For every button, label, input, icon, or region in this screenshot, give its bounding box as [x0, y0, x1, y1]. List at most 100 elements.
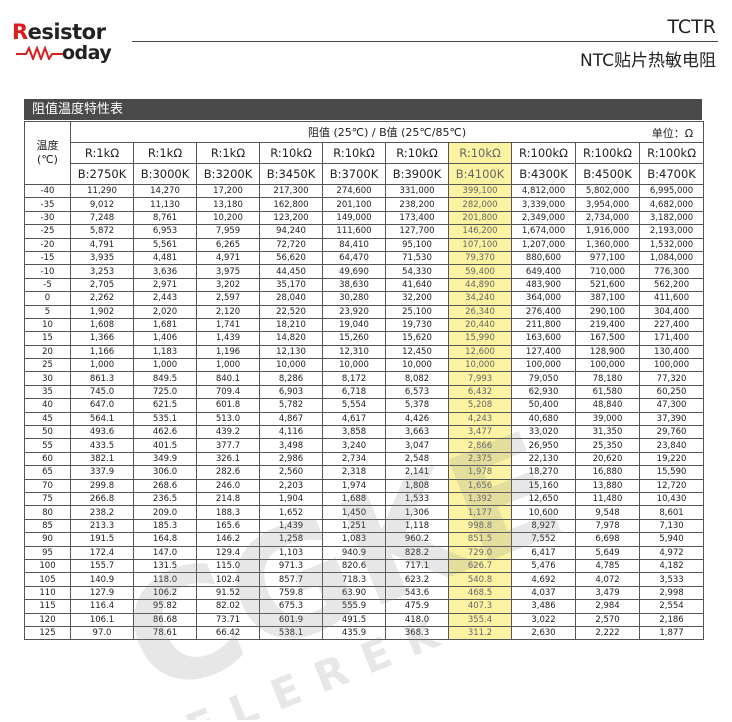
resistance-cell: 19,040	[322, 317, 386, 333]
resistance-cell: 59,400	[448, 264, 512, 279]
resistance-cell: 940.9	[322, 545, 386, 560]
resistance-cell: 163,600	[511, 331, 576, 346]
resistance-cell: 621.5	[133, 398, 197, 413]
resistance-cell: 290,100	[575, 304, 640, 319]
resistance-cell: 19,220	[638, 451, 705, 467]
resistance-cell: 3,935	[70, 250, 134, 266]
table-row: 20 1,166 1,183 1,196 12,130 12,310 12,450 12,60…	[24, 344, 705, 360]
resistance-cell: 115.0	[196, 558, 260, 574]
resistance-cell: 25,350	[575, 438, 640, 453]
resistance-cell: 33,020	[511, 425, 576, 440]
resistance-cell: 4,037	[511, 585, 576, 601]
table-row: 0 2,262 2,443 2,597 28,040 30,280 32,200 34,240…	[24, 291, 705, 306]
resistance-cell: 1,366	[70, 331, 134, 346]
resistance-cell: 100,000	[575, 358, 640, 373]
resistance-cell: 227,400	[638, 317, 705, 333]
resistance-cell: 78,180	[575, 371, 640, 386]
r-label-cell: R:100kΩ	[638, 142, 705, 164]
resistance-cell: 28,040	[259, 291, 323, 306]
temperature-cell: 10	[24, 317, 71, 333]
resistance-cell: 355.4	[448, 612, 512, 627]
resistance-cell: 1,439	[196, 331, 260, 346]
resistance-cell: 48,840	[575, 398, 640, 413]
resistance-cell: 123,200	[259, 210, 323, 226]
resistance-cell: 1,183	[133, 344, 197, 360]
resistance-cell: 63.90	[322, 585, 386, 601]
temperature-cell: 15	[24, 331, 71, 346]
resistance-cell: 1,083	[322, 532, 386, 547]
logo-line1: Resistor	[12, 20, 106, 44]
resistance-cell: 274,600	[322, 183, 386, 199]
resistance-cell: 7,978	[575, 518, 640, 534]
resistance-cell: 2,734	[322, 451, 386, 467]
resistance-cell: 10,000	[322, 358, 386, 373]
resistance-cell: 29,760	[638, 425, 705, 440]
resistance-cell: 6,953	[133, 224, 197, 239]
resistance-cell: 3,858	[322, 425, 386, 440]
resistance-cell: 1,306	[385, 505, 449, 520]
resistor-today-logo: Resistor oday	[10, 18, 130, 70]
resistance-cell: 2,375	[448, 451, 512, 467]
temperature-cell: 125	[24, 625, 71, 641]
resistance-cell: 5,208	[448, 398, 512, 413]
resistance-cell: 172.4	[70, 545, 134, 560]
temperature-cell: 85	[24, 518, 71, 534]
resistance-cell: 601.9	[259, 612, 323, 627]
resistance-cell: 439.2	[196, 425, 260, 440]
resistance-cell: 3,663	[385, 425, 449, 440]
resistance-cell: 8,082	[385, 371, 449, 386]
temperature-cell: 20	[24, 344, 71, 360]
temperature-cell: -25	[24, 224, 71, 239]
resistance-cell: 849.5	[133, 371, 197, 386]
resistance-cell: 2,120	[196, 304, 260, 319]
resistance-cell: 185.3	[133, 518, 197, 534]
temperature-cell: 100	[24, 558, 71, 574]
resistance-cell: 1,656	[448, 478, 512, 493]
resistance-cell: 282.6	[196, 465, 260, 480]
resistance-cell: 1,916,000	[575, 224, 640, 239]
brand-title: TCTR	[667, 16, 716, 38]
b-label-cell: B:4100K	[448, 163, 512, 185]
resistance-cell: 60,250	[638, 384, 705, 400]
resistance-cell: 7,959	[196, 224, 260, 239]
resistance-cell: 4,617	[322, 411, 386, 427]
temperature-cell: -30	[24, 210, 71, 226]
resistance-cell: 647.0	[70, 398, 134, 413]
table-row: -25 5,872 6,953 7,959 94,240 111,600 127,700 14…	[24, 224, 705, 239]
resistance-cell: 3,636	[133, 264, 197, 279]
resistance-cell: 30,280	[322, 291, 386, 306]
resistance-cell: 745.0	[70, 384, 134, 400]
resistance-cell: 129.4	[196, 545, 260, 560]
temperature-cell: 95	[24, 545, 71, 560]
r-label-cell: R:10kΩ	[385, 142, 449, 164]
resistance-cell: 1,103	[259, 545, 323, 560]
table-row: 90 191.5 164.8 146.2 1,258 1,083 960.2 851.5 7,5…	[24, 532, 705, 547]
resistance-cell: 15,990	[448, 331, 512, 346]
resistance-cell: 167,500	[575, 331, 640, 346]
temperature-cell: -35	[24, 197, 71, 212]
resistance-cell: 3,479	[575, 585, 640, 601]
resistance-cell: 538.1	[259, 625, 323, 641]
resistance-cell: 521,600	[575, 277, 640, 293]
resistance-cell: 9,012	[70, 197, 134, 212]
resistance-cell: 8,286	[259, 371, 323, 386]
resistance-cell: 304,400	[638, 304, 705, 319]
resistance-cell: 2,222	[575, 625, 640, 641]
resistance-cell: 759.8	[259, 585, 323, 601]
resistance-cell: 1,741	[196, 317, 260, 333]
resistance-cell: 91.52	[196, 585, 260, 601]
resistance-cell: 12,130	[259, 344, 323, 360]
table-row: 85 213.3 185.3 165.6 1,439 1,251 1,118 998.8 8,9…	[24, 518, 705, 534]
group-header-label: 阻值 (25℃) / B值 (25℃/85℃)	[307, 126, 467, 139]
group-header: 阻值 (25℃) / B值 (25℃/85℃) 单位：Ω	[69, 121, 705, 143]
resistance-cell: 38,630	[322, 277, 386, 293]
resistance-cell: 2,141	[385, 465, 449, 480]
r-label-cell: R:100kΩ	[575, 142, 640, 164]
r-label-cell: R:100kΩ	[511, 142, 576, 164]
resistance-cell: 188.3	[196, 505, 260, 520]
table-row: 45 564.1 535.1 513.0 4,867 4,617 4,426 4,243 40,…	[24, 411, 705, 427]
resistance-cell: 483,900	[511, 277, 576, 293]
resistance-cell: 3,022	[511, 612, 576, 627]
product-subtitle: NTC贴片热敏电阻	[580, 51, 716, 71]
resistance-cell: 266.8	[70, 491, 134, 507]
